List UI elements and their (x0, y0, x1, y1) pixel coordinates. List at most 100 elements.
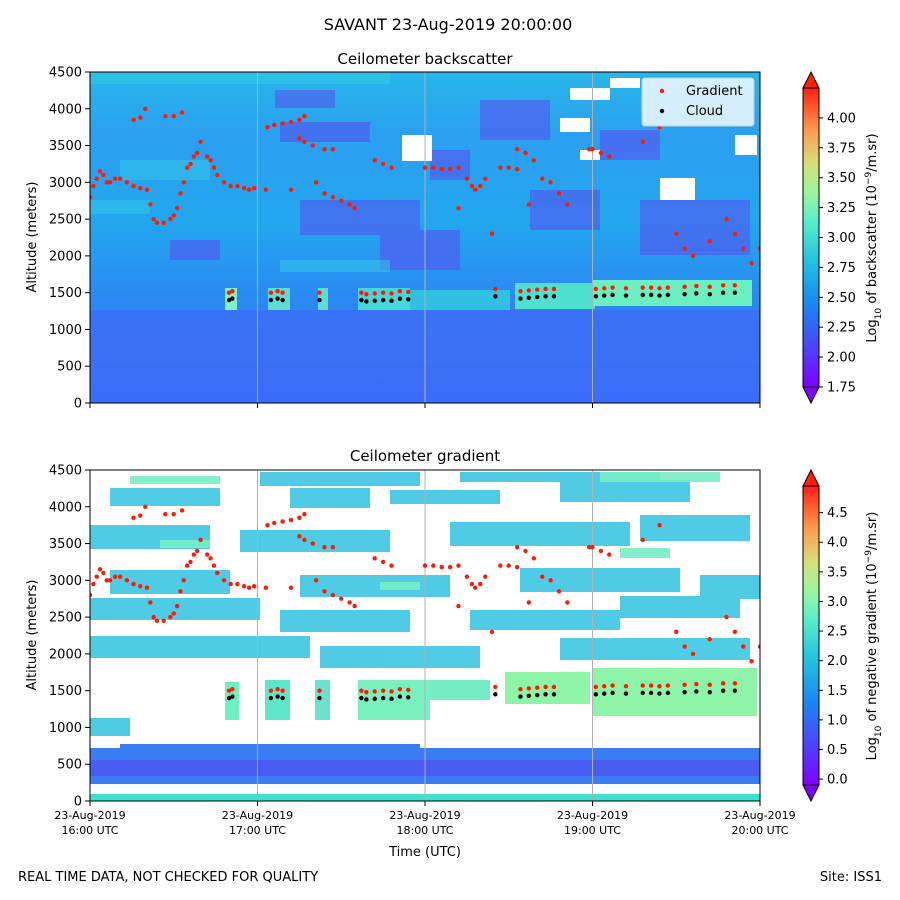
gradient-point (275, 288, 280, 294)
gradient-point (447, 564, 453, 570)
gradient-point (230, 686, 235, 692)
gradient-point (171, 511, 176, 517)
colorbar-tick-label: 3.00 (827, 231, 856, 246)
gradient-point (317, 290, 322, 295)
gradient-point (138, 186, 143, 191)
gradient-point (148, 600, 153, 605)
gradient-point (112, 574, 118, 579)
gradient-point (91, 183, 96, 189)
cloud-point (372, 696, 377, 701)
x-tick-label-time: 19:00 UTC (564, 824, 621, 837)
gradient-point (101, 172, 106, 178)
gradient-point (101, 570, 106, 576)
gradient-point (171, 113, 176, 119)
gradient-point (347, 202, 352, 207)
colorbar-tick-label: 3.0 (827, 595, 848, 610)
x-tick-label: 23-Aug-2019 19:00 UTC (557, 809, 628, 837)
gradient-point (514, 545, 520, 550)
gradient-point (372, 689, 377, 694)
gradient-point (359, 290, 364, 295)
cloud-point (732, 290, 738, 295)
gradient-point (228, 183, 233, 189)
gradient-point (732, 283, 738, 288)
cloud-point (640, 690, 645, 696)
gradient-point (540, 574, 545, 579)
gradient-point (211, 165, 217, 170)
gradient-point (531, 556, 537, 561)
gradient-point (707, 682, 712, 687)
gradient-point (720, 681, 726, 686)
cloud-point (543, 294, 548, 299)
gradient-point (483, 574, 488, 579)
y-tick-label: 0 (74, 795, 82, 810)
gradient-point (372, 556, 377, 561)
gradient-point (623, 286, 629, 291)
gradient-point (288, 585, 294, 590)
gradient-point (138, 513, 143, 518)
cloud-point (593, 692, 599, 697)
cloud-point (518, 296, 523, 301)
gradient-point (543, 684, 548, 690)
gradient-point (456, 165, 461, 170)
cloud-point (593, 294, 599, 299)
gradient-point (690, 253, 696, 259)
gradient-point (288, 517, 294, 523)
gradient-point (586, 147, 592, 152)
gradient-point (131, 183, 136, 189)
gradient-point (406, 289, 411, 295)
gradient-point (674, 629, 679, 635)
backscatter-x-axis (89, 403, 761, 408)
gradient-colorbar-ticks: 0.0 0.5 1.0 1.5 2.0 2.5 3.0 3.5 4.0 4.5 (819, 506, 848, 788)
gradient-point (694, 681, 699, 687)
gradient-point (422, 563, 428, 568)
gradient-point (275, 686, 280, 692)
gradient-point (211, 563, 217, 568)
x-tick-label-date: 23-Aug-2019 (724, 809, 795, 822)
cloud-point (359, 695, 364, 701)
gradient-point (272, 122, 277, 128)
gradient-point (215, 570, 220, 576)
gradient-point (598, 150, 604, 156)
y-tick-label: 3500 (49, 537, 82, 552)
gradient-point (90, 194, 93, 200)
cloud-point (610, 690, 615, 696)
gradient-point (174, 205, 180, 211)
gradient-point (456, 205, 461, 211)
x-tick-label-date: 23-Aug-2019 (557, 809, 628, 822)
gradient-point (526, 686, 532, 691)
gradient-cloud-band (225, 668, 757, 720)
gradient-point (241, 186, 247, 191)
gradient-point (302, 511, 307, 517)
gradient-point (171, 213, 176, 218)
y-tick-label: 4000 (49, 500, 82, 515)
gradient-point (184, 563, 190, 568)
colorbar-tick-label: 2.00 (827, 351, 856, 366)
gradient-point (265, 124, 270, 130)
gradient-point (97, 169, 103, 174)
cloud-point (518, 694, 523, 699)
gradient-point (593, 286, 599, 292)
colorbar-tick-label: 1.75 (827, 381, 856, 396)
gradient-point (208, 158, 213, 163)
gradient-point (757, 246, 760, 251)
gradient-point (694, 283, 699, 289)
gradient-point (707, 284, 712, 289)
gradient-panel: Ceilometer gradient (25, 447, 884, 860)
cloud-point (389, 298, 394, 303)
gradient-point (330, 147, 336, 152)
x-tick-label: 23-Aug-2019 20:00 UTC (724, 809, 795, 837)
y-tick-label: 2000 (49, 249, 82, 264)
gradient-point (732, 681, 738, 686)
gradient-point (506, 563, 511, 568)
gradient-point (205, 154, 210, 159)
gradient-overlay-points (90, 504, 760, 702)
gradient-point (246, 585, 252, 590)
legend-cloud-marker (659, 108, 665, 114)
gradient-point (161, 618, 166, 623)
gradient-point (372, 158, 377, 163)
gradient-point (372, 291, 377, 296)
x-tick-label-time: 17:00 UTC (229, 824, 286, 837)
gradient-point (526, 288, 532, 293)
gradient-point (665, 683, 671, 688)
